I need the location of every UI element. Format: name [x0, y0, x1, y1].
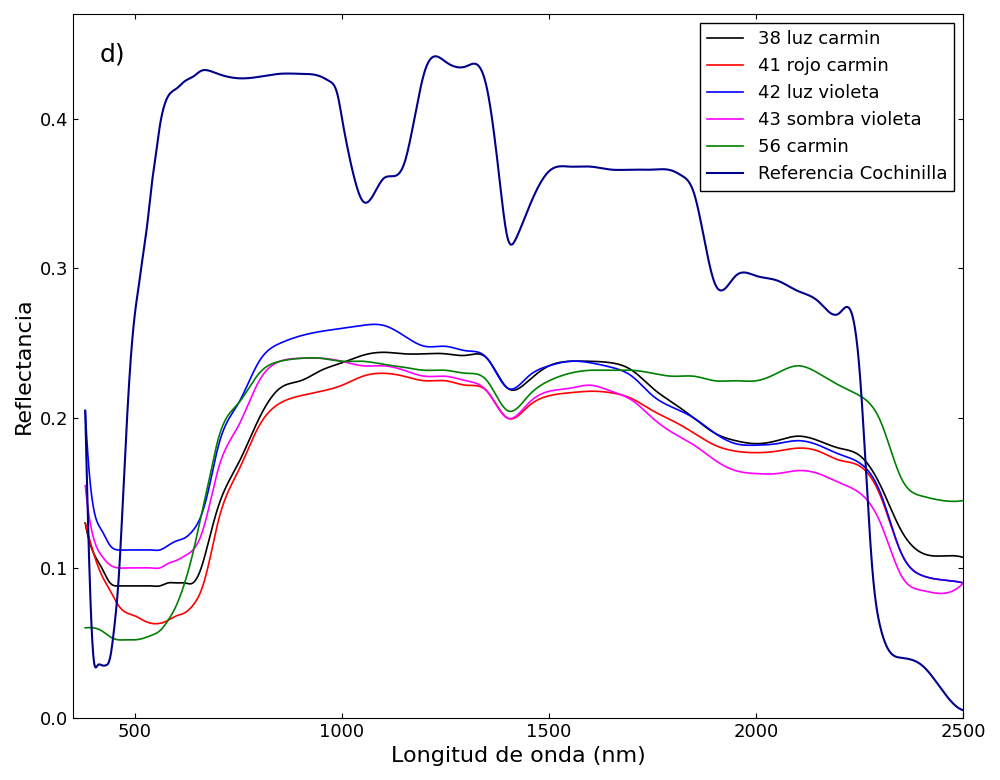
41 rojo carmin: [772, 446, 784, 456]
56 carmin: [124, 635, 136, 644]
56 carmin: [933, 495, 945, 505]
41 rojo carmin: [150, 619, 162, 629]
X-axis label: Longitud de onda (nm): Longitud de onda (nm): [391, 746, 645, 766]
43 sombra violeta: [771, 469, 783, 478]
Referencia Cochinilla: [932, 680, 944, 690]
38 luz carmin: [79, 519, 91, 528]
41 rojo carmin: [376, 369, 388, 378]
38 luz carmin: [124, 581, 136, 590]
38 luz carmin: [377, 348, 389, 357]
38 luz carmin: [772, 436, 784, 445]
Referencia Cochinilla: [507, 239, 519, 249]
42 luz violeta: [957, 578, 969, 587]
56 carmin: [79, 623, 91, 633]
43 sombra violeta: [507, 413, 519, 423]
42 luz violeta: [932, 575, 944, 584]
43 sombra violeta: [935, 589, 947, 598]
42 luz violeta: [79, 406, 91, 416]
42 luz violeta: [771, 439, 783, 448]
Referencia Cochinilla: [79, 406, 91, 416]
56 carmin: [772, 368, 784, 378]
38 luz carmin: [932, 551, 944, 561]
41 rojo carmin: [79, 519, 91, 528]
Referencia Cochinilla: [771, 276, 783, 285]
43 sombra violeta: [124, 563, 136, 573]
43 sombra violeta: [79, 481, 91, 491]
38 luz carmin: [484, 357, 496, 367]
38 luz carmin: [507, 385, 519, 395]
56 carmin: [115, 635, 127, 644]
56 carmin: [484, 380, 496, 389]
Line: 56 carmin: 56 carmin: [85, 358, 963, 640]
Legend: 38 luz carmin, 41 rojo carmin, 42 luz violeta, 43 sombra violeta, 56 carmin, Ref: 38 luz carmin, 41 rojo carmin, 42 luz vi…: [700, 23, 954, 190]
43 sombra violeta: [483, 390, 495, 399]
Referencia Cochinilla: [483, 97, 495, 106]
38 luz carmin: [957, 553, 969, 562]
42 luz violeta: [369, 320, 381, 329]
Line: 42 luz violeta: 42 luz violeta: [85, 324, 963, 583]
43 sombra violeta: [932, 589, 944, 598]
43 sombra violeta: [957, 578, 969, 587]
Line: 38 luz carmin: 38 luz carmin: [85, 353, 963, 587]
41 rojo carmin: [124, 609, 136, 619]
41 rojo carmin: [932, 575, 944, 584]
38 luz carmin: [151, 582, 163, 591]
Text: d): d): [100, 42, 125, 66]
Referencia Cochinilla: [124, 364, 136, 374]
56 carmin: [957, 496, 969, 505]
42 luz violeta: [483, 356, 495, 366]
41 rojo carmin: [484, 390, 496, 399]
43 sombra violeta: [932, 589, 944, 598]
Y-axis label: Reflectancia: Reflectancia: [14, 297, 34, 434]
43 sombra violeta: [306, 353, 318, 363]
42 luz violeta: [124, 545, 136, 555]
Line: 43 sombra violeta: 43 sombra violeta: [85, 358, 963, 594]
41 rojo carmin: [507, 414, 519, 424]
56 carmin: [306, 353, 318, 363]
41 rojo carmin: [957, 578, 969, 587]
Line: 41 rojo carmin: 41 rojo carmin: [85, 374, 963, 624]
38 luz carmin: [933, 551, 945, 561]
Referencia Cochinilla: [429, 51, 441, 61]
Line: Referencia Cochinilla: Referencia Cochinilla: [85, 56, 963, 711]
Referencia Cochinilla: [957, 706, 969, 715]
Referencia Cochinilla: [932, 679, 944, 689]
41 rojo carmin: [933, 575, 945, 584]
56 carmin: [507, 406, 519, 416]
42 luz violeta: [507, 385, 519, 394]
56 carmin: [932, 495, 944, 505]
42 luz violeta: [932, 575, 944, 584]
